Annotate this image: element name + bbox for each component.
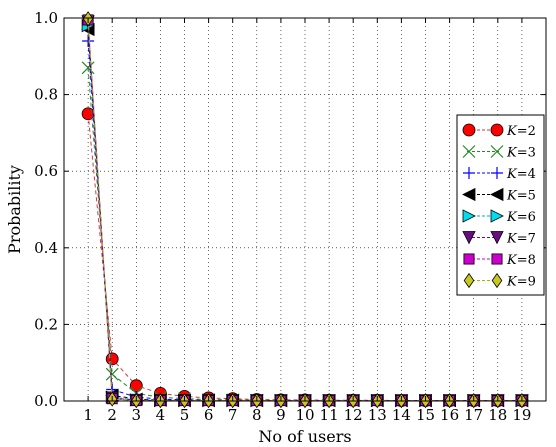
data-point (105, 352, 119, 366)
legend-label-var: K (506, 167, 518, 182)
legend-marker (462, 231, 476, 245)
legend: K=2K=3K=4K=5K=6K=7K=8K=9 (456, 114, 545, 296)
legend-label-var: K (506, 232, 518, 247)
x-tick-label: 6 (204, 406, 214, 424)
legend-label-eq: =2 (517, 124, 536, 139)
ticks: 1 2 3 4 5 6 7 8 9 10 11 12 13 14 15 16 17 18 190.00.20.40.… (34, 9, 546, 424)
y-tick-label: 0.8 (34, 86, 58, 104)
legend-label-var: K (506, 189, 518, 204)
x-tick-label: 4 (156, 406, 166, 424)
legend-label-eq: =7 (517, 232, 536, 247)
y-tick-label: 0.0 (34, 392, 58, 410)
legend-label: K=4 (506, 167, 536, 182)
x-tick-label: 16 (440, 406, 459, 424)
x-tick-label: 17 (464, 406, 483, 424)
legend-label-eq: =3 (517, 146, 536, 161)
legend-marker (463, 167, 475, 179)
legend-item: K=2 (462, 123, 536, 139)
legend-item: K=8 (463, 253, 536, 268)
legend-label: K=6 (506, 210, 536, 225)
legend-box (456, 114, 545, 296)
y-tick-label: 0.4 (34, 239, 58, 257)
legend-label-eq: =8 (517, 253, 536, 268)
x-tick-label: 3 (132, 406, 142, 424)
x-tick-label: 10 (295, 406, 314, 424)
y-axis-title: Probability (5, 165, 24, 254)
x-tick-label: 13 (368, 406, 387, 424)
legend-label-eq: =4 (517, 167, 536, 182)
legend-label: K=7 (506, 232, 536, 247)
legend-label-var: K (506, 124, 518, 139)
x-tick-label: 11 (320, 406, 339, 424)
legend-marker (462, 209, 476, 223)
x-tick-label: 5 (180, 406, 190, 424)
x-tick-label: 8 (252, 406, 262, 424)
legend-label-var: K (506, 210, 518, 225)
legend-marker (490, 123, 504, 137)
x-tick-label: 19 (512, 406, 531, 424)
x-tick-label: 18 (488, 406, 507, 424)
y-tick-label: 1.0 (34, 9, 58, 27)
x-tick-label: 12 (344, 406, 363, 424)
legend-item: K=3 (462, 145, 536, 161)
x-tick-label: 2 (107, 406, 117, 424)
legend-item: K=9 (463, 272, 536, 290)
x-tick-label: 1 (83, 406, 93, 424)
legend-label-eq: =9 (517, 275, 536, 290)
x-tick-label: 14 (392, 406, 411, 424)
legend-marker (490, 209, 504, 223)
legend-label-eq: =5 (517, 189, 536, 204)
legend-label: K=3 (506, 146, 536, 161)
x-axis-title: No of users (258, 427, 351, 446)
legend-label-eq: =6 (517, 210, 536, 225)
data-point (81, 61, 95, 75)
legend-label: K=8 (506, 253, 536, 268)
legend-marker (491, 167, 503, 179)
legend-label-var: K (506, 275, 518, 290)
legend-marker (462, 145, 476, 158)
x-tick-label: 7 (228, 406, 238, 424)
legend-marker (462, 187, 476, 202)
legend-marker (491, 253, 503, 265)
legend-label: K=9 (506, 275, 536, 290)
data-point (105, 367, 119, 381)
x-tick-label: 15 (416, 406, 435, 424)
legend-marker (490, 187, 504, 202)
legend-item: K=7 (462, 231, 536, 247)
legend-label: K=5 (506, 189, 536, 204)
legend-marker (490, 231, 504, 245)
legend-marker (490, 145, 504, 158)
legend-label-var: K (506, 253, 518, 268)
legend-label-var: K (506, 146, 518, 161)
legend-marker (491, 272, 503, 289)
legend-marker (463, 253, 475, 265)
legend-item: K=6 (462, 209, 536, 225)
y-tick-label: 0.2 (34, 315, 58, 333)
y-tick-label: 0.6 (34, 162, 58, 180)
legend-marker (463, 272, 475, 289)
legend-label: K=2 (506, 124, 536, 139)
legend-item: K=4 (463, 167, 536, 182)
x-tick-label: 9 (276, 406, 286, 424)
legend-marker (462, 123, 476, 137)
legend-item: K=5 (462, 187, 536, 204)
